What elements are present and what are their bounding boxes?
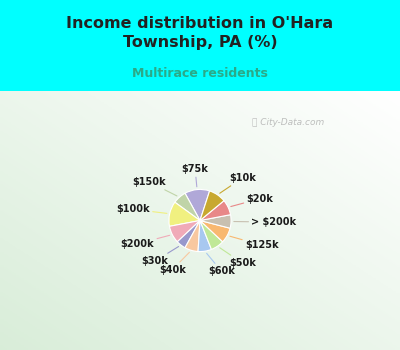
Text: $30k: $30k [142,246,178,266]
Text: $50k: $50k [220,248,256,268]
Text: $10k: $10k [220,173,256,193]
Text: Income distribution in O'Hara
Township, PA (%): Income distribution in O'Hara Township, … [66,16,334,50]
Wedge shape [200,215,231,228]
Text: $75k: $75k [182,164,209,187]
Wedge shape [185,189,210,220]
Wedge shape [177,220,200,248]
Text: $100k: $100k [116,204,167,214]
Wedge shape [200,191,224,220]
Wedge shape [200,220,223,250]
Wedge shape [200,220,230,242]
Text: ⓘ City-Data.com: ⓘ City-Data.com [252,118,324,127]
Wedge shape [169,202,200,226]
Text: Multirace residents: Multirace residents [132,67,268,80]
Wedge shape [185,220,200,252]
Wedge shape [200,201,230,220]
Text: $200k: $200k [121,235,170,249]
Text: > $200k: > $200k [234,217,296,227]
Text: $40k: $40k [159,252,189,275]
Wedge shape [175,193,200,220]
Wedge shape [198,220,212,252]
Wedge shape [170,220,200,242]
Text: $60k: $60k [207,253,235,276]
Text: $150k: $150k [132,177,177,196]
Text: $125k: $125k [230,236,278,250]
Text: $20k: $20k [231,194,273,206]
